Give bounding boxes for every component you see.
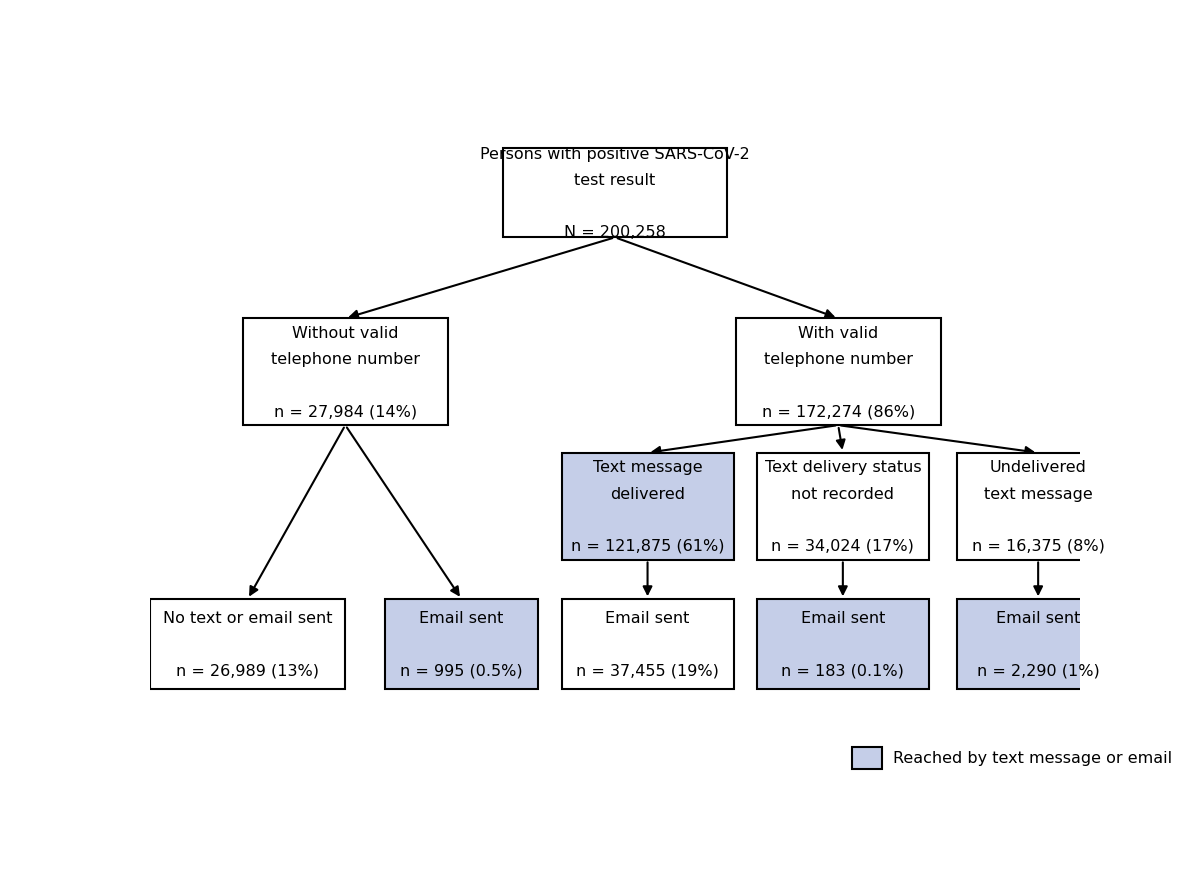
Text: Persons with positive SARS-CoV-2: Persons with positive SARS-CoV-2 [480, 147, 750, 162]
Text: Email sent: Email sent [419, 611, 504, 626]
Text: N = 200,258: N = 200,258 [564, 225, 666, 240]
Text: No text or email sent: No text or email sent [163, 611, 332, 626]
Text: n = 34,024 (17%): n = 34,024 (17%) [772, 538, 914, 553]
Text: n = 172,274 (86%): n = 172,274 (86%) [762, 404, 914, 419]
Text: With valid: With valid [798, 325, 878, 341]
Text: Email sent: Email sent [800, 611, 886, 626]
Text: n = 183 (0.1%): n = 183 (0.1%) [781, 662, 905, 678]
Text: Email sent: Email sent [996, 611, 1080, 626]
Text: n = 16,375 (8%): n = 16,375 (8%) [972, 538, 1104, 553]
FancyBboxPatch shape [562, 453, 733, 560]
Text: not recorded: not recorded [791, 486, 894, 501]
Text: telephone number: telephone number [271, 351, 420, 367]
Text: n = 995 (0.5%): n = 995 (0.5%) [401, 662, 523, 678]
Text: n = 2,290 (1%): n = 2,290 (1%) [977, 662, 1099, 678]
Text: Text delivery status: Text delivery status [764, 460, 922, 475]
FancyBboxPatch shape [757, 600, 929, 689]
Text: test result: test result [575, 173, 655, 188]
FancyBboxPatch shape [385, 600, 539, 689]
Text: Email sent: Email sent [605, 611, 690, 626]
Text: telephone number: telephone number [763, 351, 913, 367]
Text: n = 26,989 (13%): n = 26,989 (13%) [176, 662, 319, 678]
Text: Without valid: Without valid [292, 325, 398, 341]
FancyBboxPatch shape [956, 600, 1120, 689]
FancyBboxPatch shape [562, 600, 733, 689]
Text: Text message: Text message [593, 460, 702, 475]
Text: text message: text message [984, 486, 1092, 501]
Text: delivered: delivered [610, 486, 685, 501]
FancyBboxPatch shape [150, 600, 346, 689]
FancyBboxPatch shape [736, 319, 941, 426]
FancyBboxPatch shape [242, 319, 448, 426]
FancyBboxPatch shape [852, 746, 882, 769]
FancyBboxPatch shape [504, 148, 727, 238]
FancyBboxPatch shape [757, 453, 929, 560]
FancyBboxPatch shape [956, 453, 1120, 560]
Text: n = 37,455 (19%): n = 37,455 (19%) [576, 662, 719, 678]
Text: n = 27,984 (14%): n = 27,984 (14%) [274, 404, 416, 419]
Text: n = 121,875 (61%): n = 121,875 (61%) [571, 538, 725, 553]
Text: Undelivered: Undelivered [990, 460, 1086, 475]
Text: Reached by text message or email: Reached by text message or email [893, 750, 1172, 765]
